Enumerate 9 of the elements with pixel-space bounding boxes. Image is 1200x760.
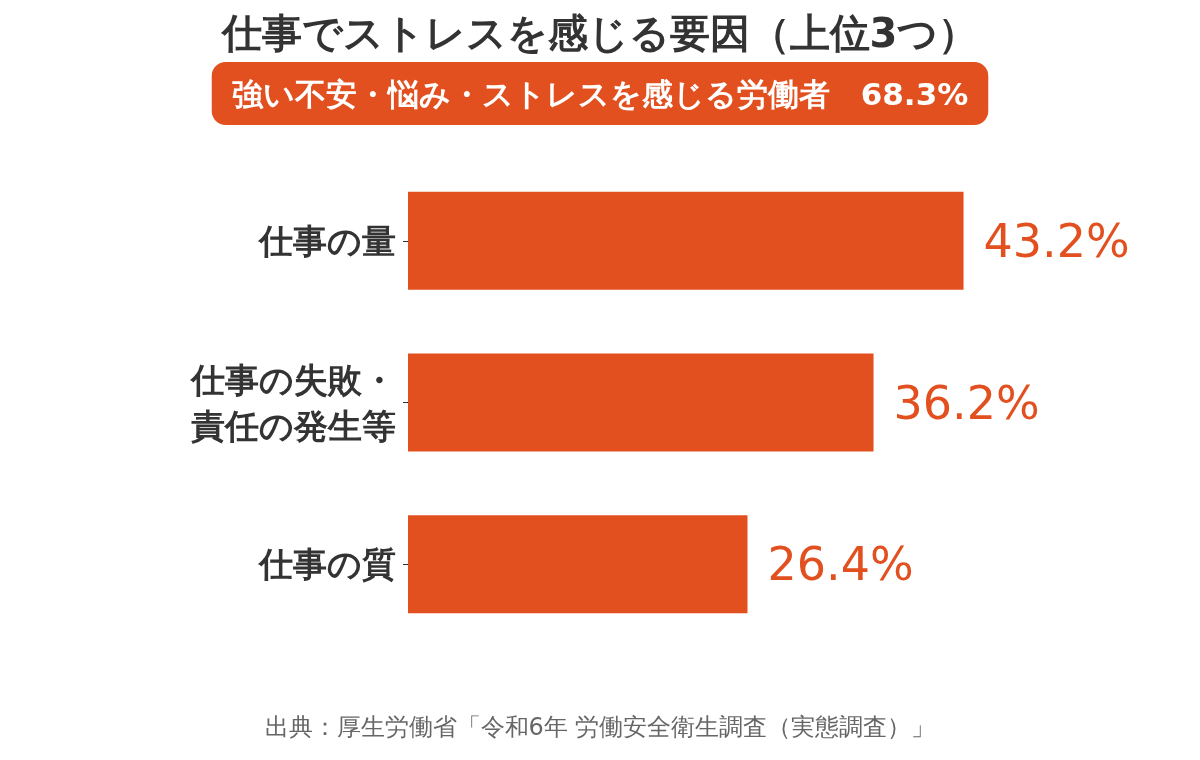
source-note: 出典：厚生労働省「令和6年 労働安全衛生調査（実態調査）」: [264, 713, 936, 741]
y-tick-label: 仕事の失敗・責任の発生等: [189, 359, 396, 446]
data-label: 26.4%: [767, 537, 914, 592]
y-tick-label: 仕事の量: [257, 220, 396, 261]
y-tick-label: 仕事の質: [257, 544, 396, 585]
data-label: 36.2%: [893, 375, 1040, 430]
data-label: 43.2%: [983, 213, 1130, 268]
chart-title: 仕事でストレスを感じる要因（上位3つ）: [219, 10, 979, 56]
chart-subtitle: 強い不安・悩み・ストレスを感じる労働者 68.3%: [231, 75, 969, 112]
